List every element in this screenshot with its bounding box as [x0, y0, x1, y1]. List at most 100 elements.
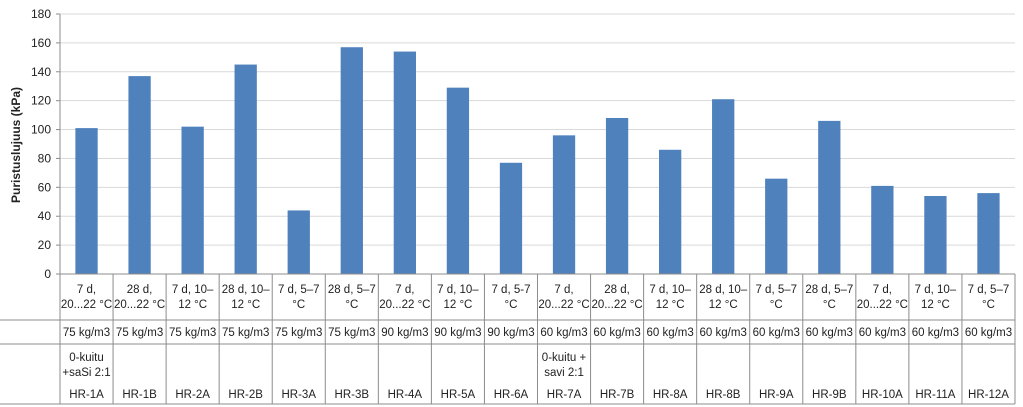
dosage-label: 75 kg/m3: [328, 327, 375, 339]
condition-label: 28 d, 5–7: [328, 284, 376, 296]
condition-label: °C: [345, 299, 358, 311]
category-label: HR-4A: [388, 389, 423, 401]
y-tick-label: 180: [31, 7, 51, 21]
bar-hr-3a: [287, 210, 310, 274]
condition-label: 7 d, 5-7: [491, 284, 530, 296]
dosage-label: 75 kg/m3: [63, 327, 110, 339]
category-label: HR-9B: [812, 389, 847, 401]
bar-hr-2a: [181, 126, 204, 275]
condition-label: 28 d, 5–7: [805, 284, 853, 296]
condition-label: 12 °C: [443, 299, 472, 311]
category-table: 7 d, 20...22 °C 75 kg/m3 0-kuitu +saSi 2:1 HR…: [0, 274, 1016, 405]
bar-hr-11a: [924, 196, 947, 274]
condition-label: 28 d, 10–: [699, 284, 748, 296]
condition-label: 7 d, 10–: [172, 284, 214, 296]
y-tick-label: 0: [44, 267, 51, 281]
category-label: HR-9A: [759, 389, 794, 401]
dosage-label: 60 kg/m3: [859, 327, 906, 339]
category-label: HR-3A: [281, 389, 316, 401]
y-tick-label: 160: [31, 36, 51, 50]
condition-label: 7 d,: [873, 284, 892, 296]
condition-label: 7 d, 5–7: [968, 284, 1010, 296]
condition-label: °C: [770, 299, 783, 311]
bar-hr-7a: [552, 135, 576, 274]
dosage-label: 60 kg/m3: [806, 327, 853, 339]
category-label: HR-7B: [600, 389, 635, 401]
binder-label: 0-kuitu +: [542, 352, 587, 364]
y-tick-label: 100: [31, 123, 51, 137]
condition-label: 20...22 °C: [114, 299, 165, 311]
bar-hr-1b: [128, 76, 151, 274]
condition-label: 12 °C: [709, 299, 738, 311]
condition-label: 20...22 °C: [379, 299, 430, 311]
dosage-label: 60 kg/m3: [965, 327, 1012, 339]
condition-label: 28 d,: [604, 284, 630, 296]
category-label: HR-10A: [862, 389, 903, 401]
bar-hr-8a: [658, 149, 682, 274]
y-tick-label: 40: [38, 209, 52, 223]
category-label: HR-3B: [335, 389, 370, 401]
category-label: HR-11A: [915, 389, 955, 401]
bar-hr-7b: [605, 118, 629, 274]
bar-hr-2b: [234, 64, 257, 274]
bar-hr-12a: [977, 193, 1000, 274]
bar-hr-9a: [765, 178, 788, 274]
condition-label: 20...22 °C: [61, 299, 112, 311]
category-label: HR-7A: [547, 389, 582, 401]
dosage-label: 60 kg/m3: [593, 327, 640, 339]
category-label: HR-1B: [122, 389, 157, 401]
condition-label: 7 d, 10–: [437, 284, 479, 296]
condition-label: 12 °C: [231, 299, 260, 311]
dosage-label: 60 kg/m3: [646, 327, 693, 339]
dosage-label: 75 kg/m3: [116, 327, 163, 339]
condition-label: 12 °C: [921, 299, 950, 311]
condition-label: °C: [823, 299, 836, 311]
y-tick-label: 120: [31, 94, 51, 108]
category-label: HR-1A: [69, 389, 104, 401]
gridlines: [60, 13, 1015, 246]
condition-label: 28 d,: [127, 284, 153, 296]
y-tick-label: 60: [38, 180, 52, 194]
category-label: HR-2B: [228, 389, 263, 401]
category-label: HR-2A: [175, 389, 210, 401]
dosage-label: 60 kg/m3: [753, 327, 800, 339]
binder-label: savi 2:1: [544, 367, 584, 379]
bars: [75, 47, 1000, 275]
y-axis-label: Puristuslujuus (kPa): [9, 87, 23, 203]
condition-label: 7 d,: [77, 284, 96, 296]
category-label: HR-8A: [653, 389, 688, 401]
dosage-label: 90 kg/m3: [381, 327, 428, 339]
condition-label: 7 d, 5–7: [278, 284, 320, 296]
bar-hr-10a: [871, 185, 894, 274]
dosage-label: 60 kg/m3: [700, 327, 747, 339]
condition-label: 20...22 °C: [857, 299, 908, 311]
category-label: HR-12A: [968, 389, 1009, 401]
dosage-label: 60 kg/m3: [540, 327, 587, 339]
dosage-label: 75 kg/m3: [222, 327, 269, 339]
bar-hr-3b: [340, 47, 363, 274]
category-label: HR-8B: [706, 389, 741, 401]
bar-hr-8b: [712, 99, 735, 274]
condition-label: °C: [292, 299, 305, 311]
condition-label: 7 d, 10–: [915, 284, 957, 296]
condition-label: 28 d, 10–: [222, 284, 271, 296]
y-tick-label: 20: [38, 238, 52, 252]
dosage-label: 60 kg/m3: [912, 327, 959, 339]
condition-label: 12 °C: [178, 299, 207, 311]
condition-label: 12 °C: [656, 299, 685, 311]
bar-hr-1a: [75, 128, 98, 274]
condition-label: °C: [982, 299, 995, 311]
y-tick-label: 140: [31, 65, 51, 79]
condition-label: 20...22 °C: [591, 299, 642, 311]
dosage-label: 90 kg/m3: [487, 327, 534, 339]
bar-hr-6a: [499, 162, 523, 274]
condition-label: 7 d, 5–7: [755, 284, 797, 296]
condition-label: 7 d,: [395, 284, 414, 296]
dosage-label: 75 kg/m3: [275, 327, 322, 339]
bar-hr-9b: [818, 120, 841, 274]
condition-label: 7 d, 10–: [649, 284, 691, 296]
binder-label: 0-kuitu: [69, 352, 104, 364]
bar-hr-4a: [393, 51, 417, 274]
category-label: HR-6A: [494, 389, 529, 401]
